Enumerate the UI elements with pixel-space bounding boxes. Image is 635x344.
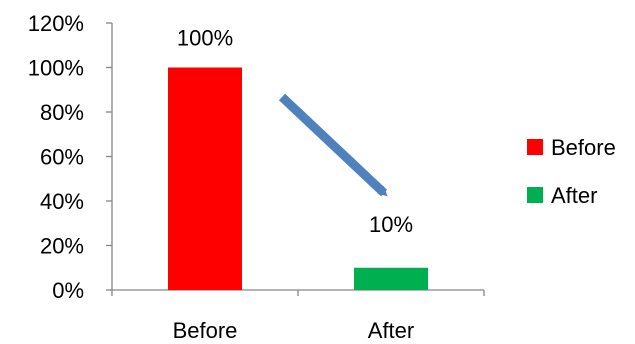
legend-swatch (527, 187, 543, 203)
x-tick-label: Before (173, 318, 238, 343)
legend-label: Before (551, 135, 616, 160)
legend-label: After (551, 183, 597, 208)
trend-arrow (278, 93, 388, 197)
axes: 0% 20% 40% 60% 80% 100% 120% (28, 11, 485, 303)
bars (168, 67, 428, 290)
annotation (278, 93, 388, 197)
y-tick-label: 120% (28, 11, 84, 36)
bar-after (354, 267, 428, 290)
legend: Before After (527, 135, 616, 208)
y-tick-label: 20% (40, 234, 84, 259)
y-tick-label: 40% (40, 189, 84, 214)
bar-before (168, 67, 242, 290)
y-tick-label: 80% (40, 100, 84, 125)
y-tick-label: 100% (28, 56, 84, 81)
data-label: 10% (369, 212, 413, 237)
labels: 100% Before 10% After (173, 26, 415, 344)
legend-swatch (527, 139, 543, 155)
data-label: 100% (177, 26, 233, 51)
y-tick-label: 0% (52, 278, 84, 303)
y-tick-label: 60% (40, 145, 84, 170)
x-tick-label: After (368, 318, 414, 343)
